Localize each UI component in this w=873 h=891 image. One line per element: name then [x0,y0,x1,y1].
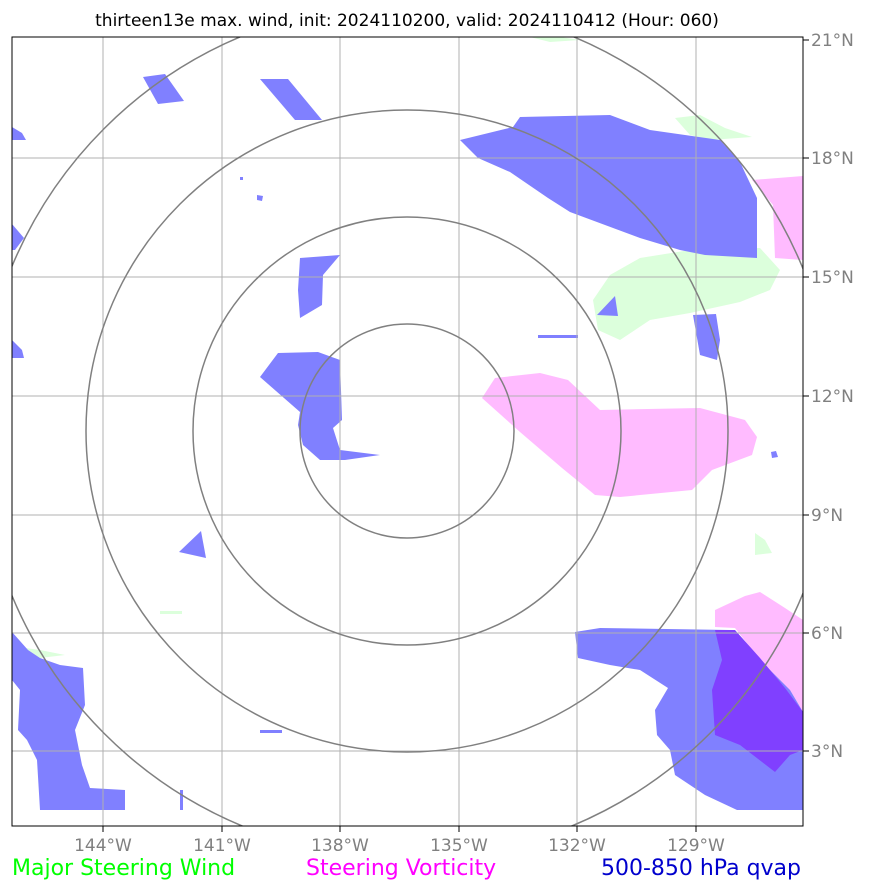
range-ring [192,216,622,646]
qvap-area [538,335,578,338]
qvap-area [240,177,243,180]
qvap-area [179,531,206,558]
lat-tick-label: 21°N [811,31,854,51]
lat-tick-label: 15°N [811,268,854,288]
wind-area [530,37,580,42]
lat-tick-label: 6°N [811,624,843,644]
wind-area [160,611,182,614]
qvap-area [597,296,618,316]
wind-area [675,115,752,140]
range-ring [85,109,729,753]
qvap-area [771,451,778,458]
qvap-area [260,352,380,460]
steering-wind-layer [25,37,780,658]
qvap-area [143,74,184,104]
lat-tick-label: 9°N [811,506,843,526]
qvap-area [12,340,24,358]
lon-tick-label: 132°W [548,836,606,856]
lon-axis [102,826,697,832]
lat-tick-label: 3°N [811,742,843,762]
lon-tick-label: 141°W [193,836,251,856]
map-frame [11,36,804,827]
graticule [12,37,803,826]
legend-qvap: 500-850 hPa qvap [601,856,801,881]
wind-area [593,248,780,340]
lon-tick-label: 129°W [667,836,725,856]
lon-tick-label: 144°W [74,836,132,856]
map-title: thirteen13e max. wind, init: 2024110200,… [95,11,719,31]
lat-axis [803,39,809,752]
qvap-area [257,195,263,201]
range-rings [12,37,803,826]
qvap-area [260,79,322,120]
lat-tick-label: 18°N [811,149,854,169]
qvap-area [693,314,720,360]
range-ring [299,323,515,539]
overlap-area [712,630,803,772]
legend-steering-wind: Major Steering Wind [12,856,235,881]
qvap-area [12,632,125,810]
map-area [12,37,803,826]
qvap-area [12,127,26,140]
wind-area [755,533,772,555]
qvap-area [180,790,183,810]
legend-steering-vorticity: Steering Vorticity [306,856,496,881]
vorticity-area [482,373,757,497]
lon-tick-label: 135°W [430,836,488,856]
qvap-area [12,224,24,250]
wind-area [25,648,65,658]
lon-tick-label: 138°W [311,836,369,856]
qvap-area [260,730,282,733]
qvap-area [460,115,757,258]
qvap-area [298,255,340,318]
lat-tick-label: 12°N [811,387,854,407]
